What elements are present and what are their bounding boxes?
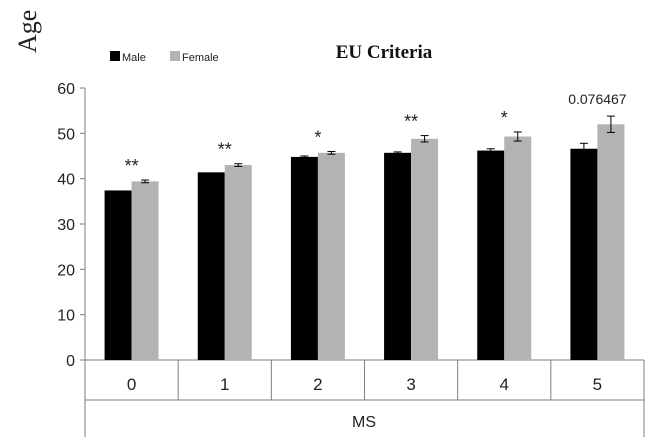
y-axis-label: Age (13, 10, 42, 53)
x-tick-label: 1 (220, 375, 229, 394)
bar-male (477, 150, 505, 360)
y-tick-label: 10 (57, 308, 75, 325)
annotations: ******* *0.076467 (125, 91, 627, 176)
y-tick-label: 20 (57, 262, 75, 279)
y-tick-label: 30 (57, 217, 75, 234)
x-tick-label: 3 (406, 375, 415, 394)
bar-female (504, 136, 532, 360)
x-tick-label: 4 (500, 375, 509, 394)
legend-label-female: Female (182, 52, 219, 64)
chart-title: EU Criteria (336, 42, 433, 63)
y-tick-label: 50 (57, 126, 75, 143)
significance-marker: * (501, 108, 508, 128)
legend-label-male: Male (122, 52, 146, 64)
y-tick-label: 0 (66, 353, 75, 370)
x-axis-label: MS (352, 414, 376, 431)
bar-female (411, 138, 439, 360)
x-tick-label: 5 (593, 375, 602, 394)
legend-swatch-female (170, 51, 180, 61)
x-tick-label: 2 (313, 375, 322, 394)
bar-male (197, 172, 225, 360)
y-tick-label: 60 (57, 81, 75, 98)
bars (104, 115, 625, 361)
bar-female (131, 181, 159, 360)
axes: 0 10 20 30 40 50 60 0 1 2 3 4 5 (57, 81, 645, 437)
bar-male (570, 148, 598, 360)
significance-marker: ** (125, 156, 139, 176)
y-tick-label: 40 (57, 172, 75, 189)
legend: Male Female (110, 51, 219, 64)
significance-marker: ** (404, 112, 418, 132)
bar-male (290, 156, 318, 360)
significance-marker: * (314, 127, 321, 147)
bar-male (384, 152, 412, 360)
bar-female (597, 124, 625, 361)
significance-marker: ** (218, 140, 232, 160)
legend-swatch-male (110, 51, 120, 61)
p-value-label: 0.076467 (568, 91, 627, 107)
bar-female (224, 165, 252, 360)
bar-male (104, 190, 132, 360)
bar-female (317, 152, 345, 360)
x-tick-label: 0 (127, 375, 136, 394)
